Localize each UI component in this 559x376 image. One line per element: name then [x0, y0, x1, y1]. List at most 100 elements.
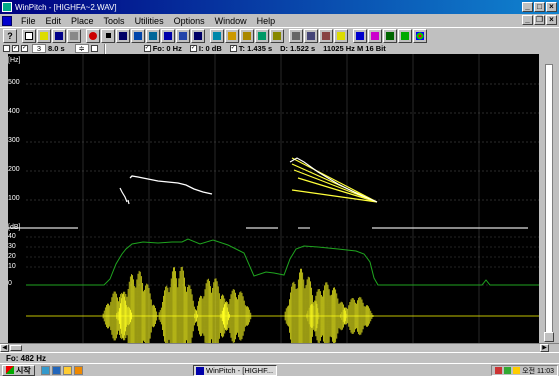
menu-tools[interactable]: Tools [103, 15, 125, 26]
horizontal-scrollbar[interactable]: ◀ ▶ [0, 343, 559, 352]
import-icon[interactable] [334, 28, 348, 43]
doc-restore-button[interactable]: ❐ [534, 15, 545, 25]
maximize-button[interactable]: □ [534, 2, 545, 12]
left-rail [0, 54, 8, 343]
format-readout: 11025 Hz M 16 Bit [323, 44, 386, 53]
media-icon[interactable] [73, 365, 83, 375]
horizontal-scroll-thumb[interactable] [10, 345, 22, 351]
folder-icon[interactable] [62, 365, 72, 375]
hz-tick-100: 100 [8, 195, 20, 202]
browser-icon[interactable] [51, 365, 61, 375]
menu-file[interactable]: File [21, 15, 36, 26]
toolbar: ? [0, 27, 559, 43]
font-icon[interactable] [240, 28, 254, 43]
analysis-canvas[interactable] [8, 54, 539, 343]
fo-checkbox[interactable]: ✓ [143, 45, 151, 52]
new-file-icon[interactable] [22, 28, 36, 43]
spectrum-icon[interactable] [131, 28, 145, 43]
hz-tick-500: 500 [8, 79, 20, 86]
pitch-fan [291, 157, 378, 203]
status-strip: ✓ ✓ 3 8.0 s ≑ ✓ Fo: 0 Hz ✓ I: 0 dB ✓ T: … [0, 43, 559, 54]
palette-icon[interactable] [413, 28, 427, 43]
task-label: WinPitch - [HIGHF... [206, 366, 274, 375]
checkbox-3[interactable]: ✓ [21, 45, 28, 52]
segment-icon[interactable] [176, 28, 190, 43]
delta-readout: D: 1.522 s [280, 44, 316, 53]
doc-close-button[interactable]: × [546, 15, 557, 25]
annotate-icon[interactable] [270, 28, 284, 43]
waveform-burst [116, 270, 159, 343]
window-title: WinPitch - [HIGHFA~2.WAV] [15, 2, 117, 12]
duration-readout: 8.0 s [48, 44, 65, 53]
hz-tick-400: 400 [8, 108, 20, 115]
vertical-scroll-thumb[interactable] [544, 332, 554, 342]
desktop-icon[interactable] [40, 365, 50, 375]
pitch-contour [289, 157, 378, 203]
menu-help[interactable]: Help [256, 15, 276, 26]
grid-icon[interactable] [67, 28, 81, 43]
taskbar: 시작 WinPitch - [HIGHF... 오전 11:03 [0, 363, 559, 376]
menu-place[interactable]: Place [71, 15, 94, 26]
checkbox-4[interactable] [90, 45, 98, 52]
db-tick-10: 10 [8, 263, 16, 270]
hz-unit-label: [Hz] [8, 57, 21, 64]
minimize-button[interactable]: _ [522, 2, 533, 12]
stop-icon[interactable] [101, 28, 115, 43]
time-checkbox[interactable]: ✓ [229, 45, 237, 52]
taskbar-winpitch-button[interactable]: WinPitch - [HIGHF... [193, 365, 277, 376]
pitch-arrow-icon[interactable] [353, 28, 367, 43]
menu-edit[interactable]: Edit [45, 15, 62, 26]
scroll-left-icon[interactable]: ◀ [0, 344, 9, 352]
tray-icon-2[interactable] [504, 367, 512, 374]
vertical-scroll-track[interactable] [545, 64, 553, 334]
windows-logo-icon [6, 366, 14, 374]
help-icon[interactable]: ? [3, 28, 17, 43]
spectrogram-icon[interactable] [368, 28, 382, 43]
scroll-right-icon[interactable]: ▶ [540, 344, 549, 352]
close-button[interactable]: × [546, 2, 557, 12]
start-button[interactable]: 시작 [2, 364, 35, 376]
hz-tick-200: 200 [8, 166, 20, 173]
play-icon[interactable] [116, 28, 130, 43]
analysis-display[interactable]: [Hz] 500 400 300 200 100 [dB] 40 30 20 1… [8, 54, 539, 343]
wave-icon[interactable] [383, 28, 397, 43]
waveform-burst [340, 296, 374, 336]
doc-minimize-button[interactable]: _ [522, 15, 533, 25]
waveform-icon[interactable] [146, 28, 160, 43]
tool-icon[interactable] [289, 28, 303, 43]
zoom-icon[interactable] [210, 28, 224, 43]
formant-icon[interactable] [398, 28, 412, 43]
menu-utilities[interactable]: Utilities [134, 15, 164, 26]
duration-spinner[interactable]: ≑ [74, 44, 89, 53]
intensity-checkbox[interactable]: ✓ [189, 45, 197, 52]
checkbox-1[interactable] [3, 45, 10, 52]
menu-window[interactable]: Window [214, 15, 247, 26]
waveform-burst [158, 266, 198, 343]
tray-icon-1[interactable] [495, 367, 503, 374]
pitch-curve-icon[interactable] [161, 28, 175, 43]
open-folder-icon[interactable] [37, 28, 51, 43]
pitch-contour [127, 199, 130, 205]
spin-input[interactable]: 3 [32, 44, 46, 53]
vertical-scrollbar[interactable] [539, 54, 559, 343]
waveform-burst [194, 278, 230, 343]
menu-options[interactable]: Options [173, 15, 205, 26]
analysis-icon[interactable] [191, 28, 205, 43]
clock: 오전 11:03 [522, 367, 554, 375]
title-bar: WinPitch - [HIGHFA~2.WAV] _ □ × [0, 0, 559, 14]
intensity-readout: I: 0 dB [198, 44, 222, 53]
record-icon[interactable] [86, 28, 100, 43]
document-icon[interactable] [2, 15, 12, 26]
app-icon[interactable] [2, 2, 12, 12]
checkbox-2[interactable]: ✓ [12, 45, 19, 52]
marker-icon[interactable] [255, 28, 269, 43]
labels-icon[interactable] [225, 28, 239, 43]
tray-icon-3[interactable] [513, 367, 521, 374]
edit-icon[interactable] [304, 28, 318, 43]
system-tray: 오전 11:03 [491, 365, 558, 376]
intensity-curve [26, 238, 539, 286]
filter-icon[interactable] [319, 28, 333, 43]
fo-status-bar: Fo: 482 Hz [0, 352, 559, 363]
save-icon[interactable] [52, 28, 66, 43]
fo-readout: Fo: 0 Hz [152, 44, 182, 53]
